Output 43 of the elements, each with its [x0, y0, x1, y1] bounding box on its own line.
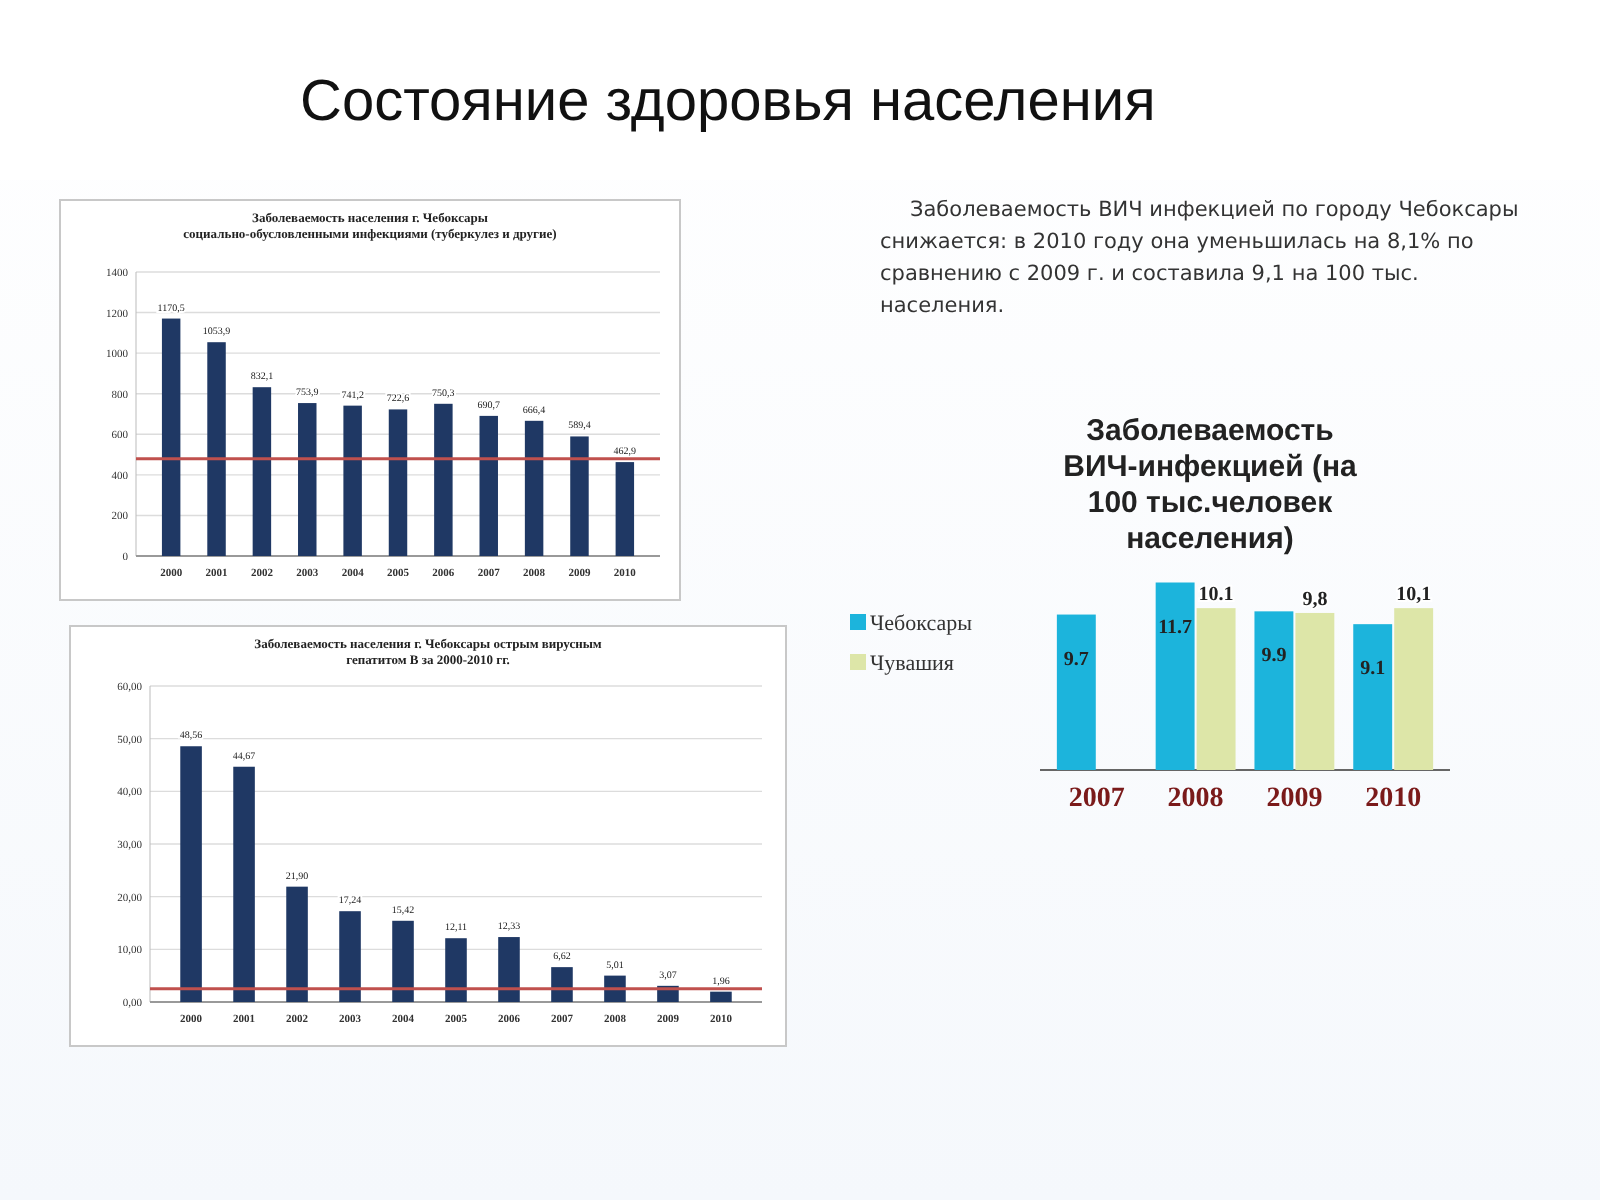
bar	[434, 403, 453, 556]
bar	[1196, 608, 1236, 770]
data-label: 11.7	[1158, 616, 1193, 639]
data-label: 10,1	[1396, 584, 1432, 607]
chart-title: Заболеваемость ВИЧ-инфекцией (на 100 тыс.человек населения)	[1063, 414, 1359, 556]
bar	[570, 436, 589, 556]
bar	[343, 405, 362, 556]
bar	[1394, 608, 1434, 770]
data-label: 9.7	[1063, 648, 1089, 671]
bar	[479, 415, 498, 556]
text: Состояние здоровья населения	[300, 70, 1156, 134]
bar	[161, 318, 181, 556]
bar	[710, 991, 732, 1002]
x-tick-label: 2009	[1266, 784, 1323, 814]
x-tick-label: 2007	[1068, 784, 1125, 814]
bar	[1254, 611, 1294, 770]
text: Заболеваемость ВИЧ инфекцией по городу Чебоксары снижается: в 2010 году она уменьшилась на 8,1% по сравнению с 2009 г. и составила 9,1 на 100 тыс. населения.	[880, 198, 1519, 318]
bar	[551, 967, 573, 1002]
bar	[392, 920, 414, 1002]
bar	[252, 387, 272, 556]
x-tick-label: 2010	[1365, 784, 1422, 814]
bar	[445, 938, 467, 1002]
legend-label: Чувашия	[870, 652, 954, 676]
bar	[207, 342, 226, 556]
bar	[1353, 624, 1393, 770]
x-tick-label: 2008	[1167, 784, 1224, 814]
bar	[524, 420, 544, 556]
bar	[498, 937, 520, 1002]
data-label: 9,8	[1302, 588, 1328, 611]
bar	[233, 766, 255, 1002]
bar	[298, 403, 317, 556]
data-label: 9.9	[1261, 645, 1287, 668]
legend-label: Чебоксары	[870, 612, 974, 636]
bar	[388, 409, 408, 556]
bar	[1155, 582, 1195, 770]
bar	[339, 911, 361, 1002]
bar	[1056, 614, 1096, 770]
bar	[1295, 612, 1335, 770]
data-label: 9.1	[1360, 658, 1386, 681]
bar	[286, 886, 308, 1002]
bar	[615, 462, 635, 556]
data-label: 10.1	[1198, 584, 1234, 607]
bar	[180, 746, 202, 1002]
